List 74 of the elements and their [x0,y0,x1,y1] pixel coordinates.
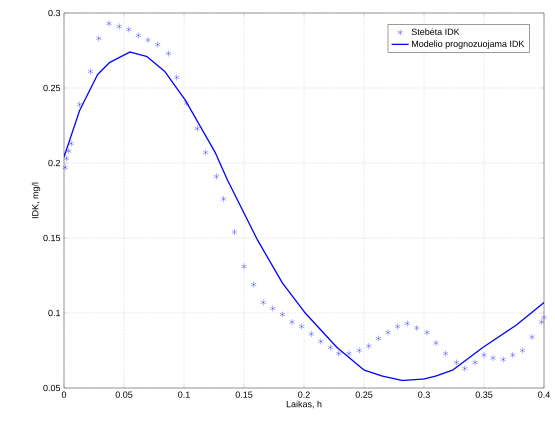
x-tick-label: 0.1 [178,392,190,398]
y-axis-title: IDK, mg/l [32,182,40,218]
point [166,50,172,57]
point [96,35,102,42]
point [66,148,72,154]
point [298,323,304,330]
point [318,338,324,345]
point [520,347,526,354]
point [433,340,439,346]
point [220,196,226,202]
point [510,352,516,358]
point [529,334,535,340]
point [106,20,112,27]
point [424,329,430,336]
point [500,356,506,363]
y-tick-label: 0.1 [48,310,60,316]
point [88,68,94,75]
point [336,350,342,357]
y-tick-label: 0.15 [43,234,60,242]
point [202,149,208,156]
point [376,335,382,342]
x-tick-label: 0.2 [298,392,310,398]
point [214,173,220,180]
point [126,26,132,33]
y-tick-label: 0.25 [43,84,60,92]
x-tick-label: 0.05 [116,392,132,398]
point [308,330,314,338]
x-tick-label: 0 [62,392,66,398]
point [76,101,82,108]
point [280,311,286,318]
point [136,32,142,39]
point [454,359,460,366]
x-tick-label: 0.3 [418,392,430,398]
point [414,324,420,332]
point [328,344,334,351]
point [481,352,487,358]
point [346,350,352,357]
point [385,329,391,336]
point [154,41,160,48]
point [116,23,122,30]
point [62,164,68,171]
point [490,354,496,362]
point [541,314,547,321]
point [394,323,400,330]
point [538,318,544,326]
x-tick-label: 0.25 [356,392,372,398]
point [270,305,276,312]
point [241,263,247,270]
y-tick-label: 0.2 [48,160,60,166]
x-tick-label: 0.15 [236,392,252,398]
point [232,228,238,236]
point [472,359,478,366]
y-tick-label: 0.05 [43,384,60,392]
y-tick-label: 0.3 [48,10,60,16]
point [366,342,372,350]
point [462,365,468,372]
point [64,155,70,162]
point [174,74,180,81]
x-tick-label: 0.35 [476,392,492,398]
point [184,100,190,106]
legend-label: Stebėta IDK [412,28,460,36]
line-series [64,51,544,382]
point [250,281,256,288]
x-tick-label: 0.4 [538,392,550,398]
point [289,318,295,326]
x-axis-title: Laikas, h [286,400,322,408]
point [404,320,410,327]
point [356,347,362,354]
point [68,140,74,147]
legend-label: Modelio prognozuojama IDK [412,40,524,49]
point [145,36,151,44]
point [442,350,448,357]
point [194,125,200,132]
point [260,299,266,306]
